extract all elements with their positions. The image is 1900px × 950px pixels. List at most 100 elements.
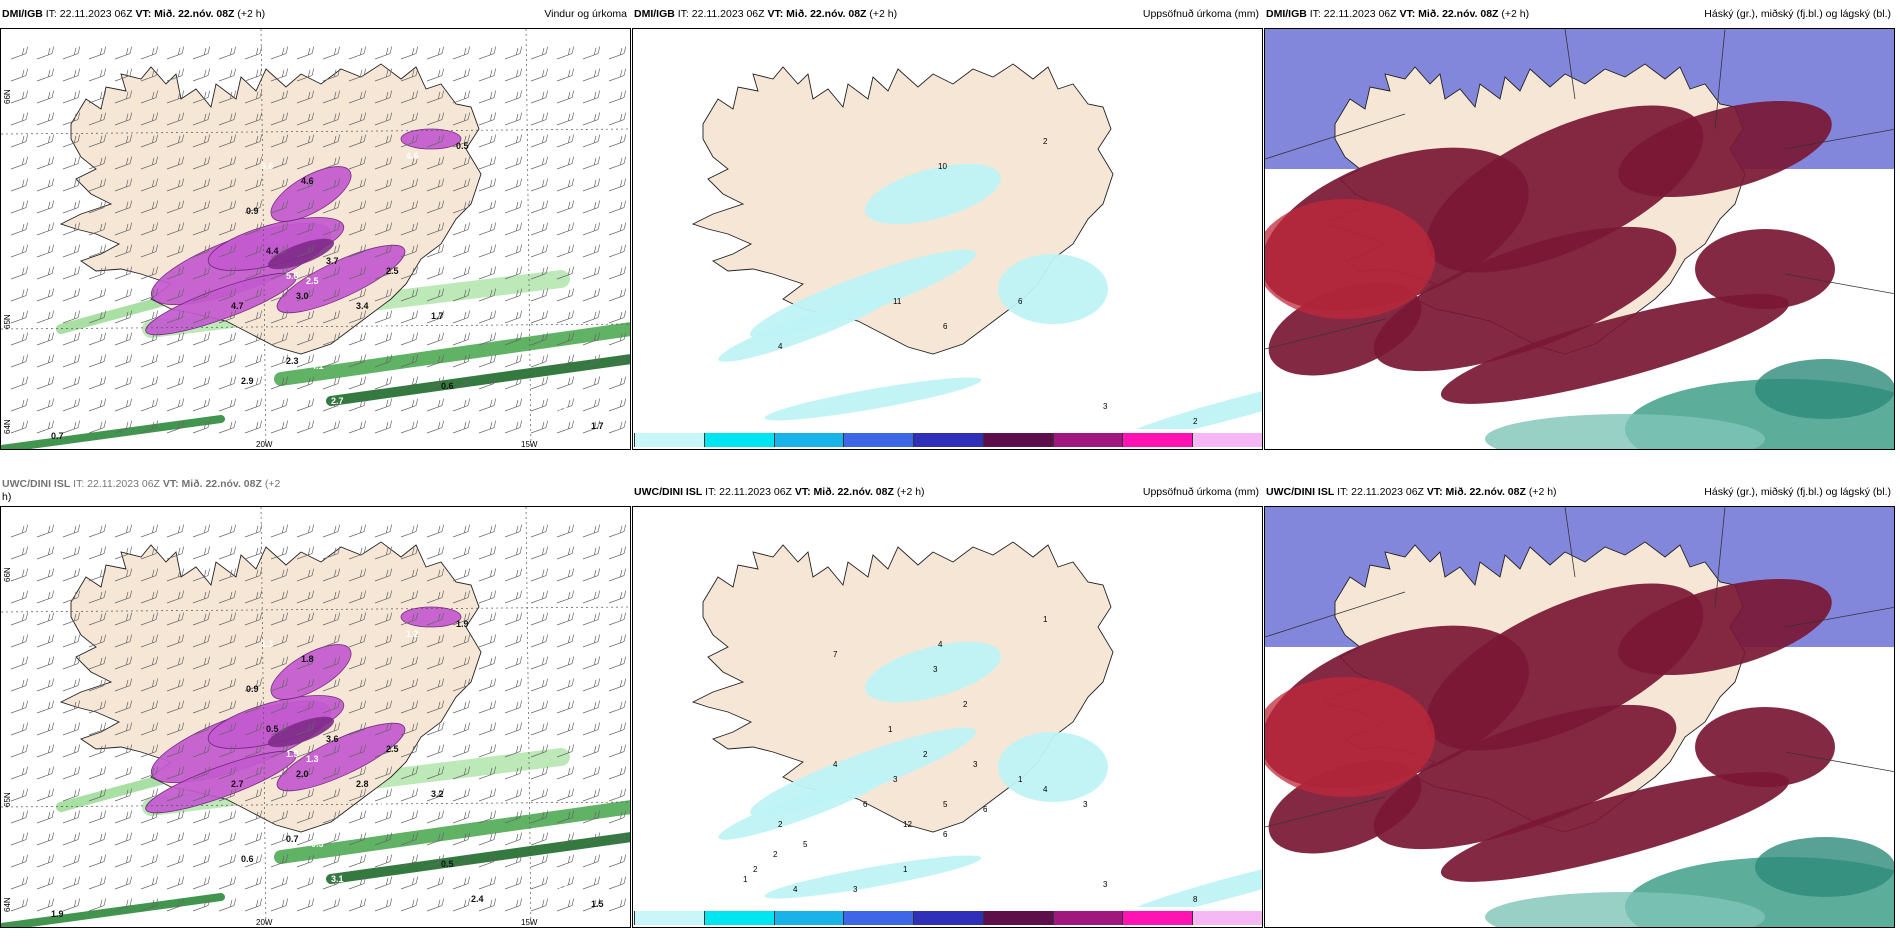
wind-barb (374, 134, 393, 148)
wind-barb (218, 766, 237, 780)
wind-barb (582, 656, 601, 670)
wind-barb (582, 266, 601, 280)
wind-barb (582, 310, 601, 324)
longitude-label: 20W (256, 918, 273, 927)
wind-barb (244, 332, 263, 346)
wind-barb (140, 90, 159, 104)
wind-barb (244, 634, 263, 648)
wind-barb (426, 810, 445, 824)
wind-barb (608, 222, 627, 236)
wind-barb (452, 376, 471, 390)
wind-barb (36, 634, 55, 648)
wind-barb (348, 156, 367, 170)
wind-barb (374, 766, 393, 780)
longitude-label: 20W (256, 440, 273, 449)
wind-barb (530, 266, 549, 280)
wind-barb (556, 678, 575, 692)
wind-barb (426, 766, 445, 780)
wind-barb (452, 788, 471, 802)
wind-barb (270, 178, 289, 192)
wind-barb (530, 354, 549, 368)
wind-barb (218, 722, 237, 736)
wind-barb (504, 112, 523, 126)
wind-barb (114, 524, 133, 538)
wind-barb (36, 656, 55, 670)
wind-barb (556, 524, 575, 538)
wind-barb (192, 178, 211, 192)
wind-barb (426, 854, 445, 868)
wind-barb (140, 134, 159, 148)
wind-barb (88, 700, 107, 714)
wind-barb (192, 46, 211, 60)
wind-barb (348, 700, 367, 714)
wind-barb (608, 134, 627, 148)
precip-band-sea (1, 415, 225, 449)
wind-barb (166, 398, 185, 412)
wind-barb (10, 244, 29, 258)
wind-barb (218, 876, 237, 890)
wind-barb (400, 700, 419, 714)
wind-barb (218, 134, 237, 148)
colorbar-label: 150 (1054, 448, 1067, 449)
wind-barb (218, 898, 237, 912)
wind-barb (582, 420, 601, 434)
wind-barb (426, 112, 445, 126)
wind-barb (244, 524, 263, 538)
wind-barb (426, 568, 445, 582)
wind-barb (374, 266, 393, 280)
wind-barb (140, 244, 159, 258)
accum-value: 2 (753, 865, 758, 874)
wind-barb (296, 354, 315, 368)
wind-barb (218, 222, 237, 236)
wind-barb (374, 288, 393, 302)
panel-clouds-uwc: UWC/DINI ISL IT: 22.11.2023 06Z VT: Mið.… (1264, 478, 1895, 928)
panel-title: DMI/IGB IT: 22.11.2023 06Z VT: Mið. 22.n… (0, 0, 631, 28)
wind-barb (114, 112, 133, 126)
field-name: Vindur og úrkoma (544, 8, 627, 20)
wind-barb (556, 810, 575, 824)
wind-barb (608, 634, 627, 648)
wind-barb (166, 678, 185, 692)
wind-barb (374, 376, 393, 390)
precip-value: 0.7 (51, 431, 64, 441)
wind-barb (452, 546, 471, 560)
wind-barb (556, 332, 575, 346)
wind-barb (244, 90, 263, 104)
wind-barb (374, 354, 393, 368)
wind-barb (582, 744, 601, 758)
wind-barb (36, 876, 55, 890)
wind-barb (530, 766, 549, 780)
accum-value: 1 (1043, 615, 1048, 624)
wind-barb (530, 332, 549, 346)
wind-barb (452, 568, 471, 582)
wind-barb (36, 156, 55, 170)
wind-barb (10, 700, 29, 714)
precip-value: 0.5 (311, 839, 324, 849)
wind-barb (218, 46, 237, 60)
lead-time: (+2 h) (869, 8, 898, 20)
wind-barb (88, 332, 107, 346)
wind-barb (530, 420, 549, 434)
cloud-high-edge (1265, 677, 1435, 797)
wind-barb (62, 200, 81, 214)
precip-band-sea (326, 354, 630, 406)
wind-barb (530, 744, 549, 758)
wind-barb (478, 546, 497, 560)
wind-barb (452, 898, 471, 912)
wind-barb (192, 288, 211, 302)
wind-barb (166, 744, 185, 758)
wind-barb (348, 524, 367, 538)
wind-barb (374, 178, 393, 192)
wind-barb (244, 398, 263, 412)
wind-barb (556, 744, 575, 758)
precip-core (267, 238, 335, 270)
wind-barb (582, 876, 601, 890)
wind-barb (504, 200, 523, 214)
accum-value: 4 (778, 342, 783, 351)
wind-barb (166, 156, 185, 170)
colorbar-segment (982, 911, 1053, 925)
wind-barb (244, 68, 263, 82)
wind-barb (296, 546, 315, 560)
wind-barb (296, 766, 315, 780)
wind-barb (504, 634, 523, 648)
